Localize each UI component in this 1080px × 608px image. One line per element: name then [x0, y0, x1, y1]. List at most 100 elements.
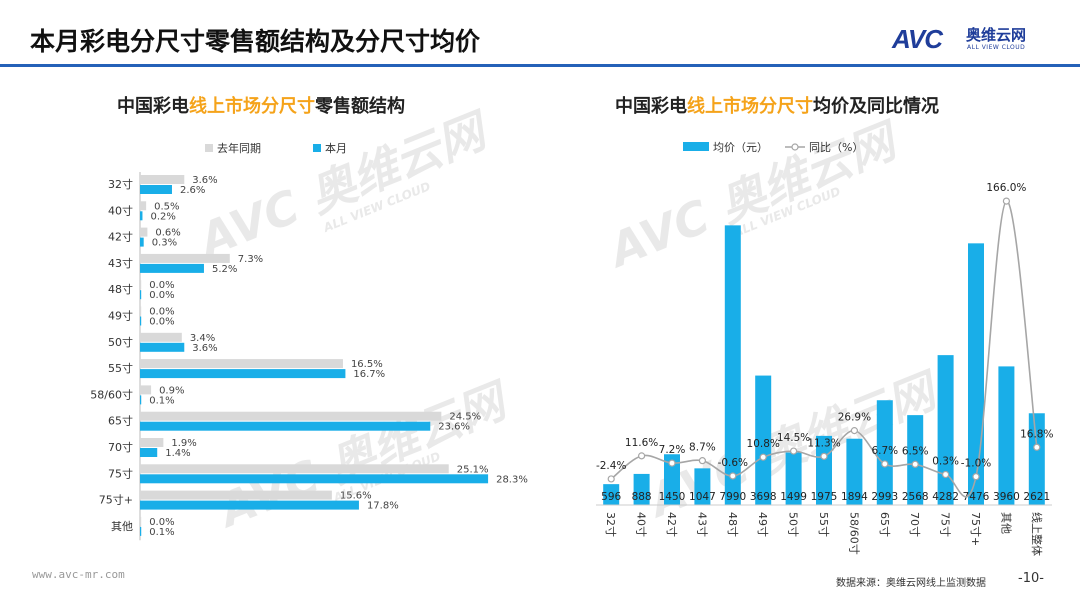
footer-url: www.avc-mr.com — [32, 568, 125, 581]
data-label-cur: 0.0% — [149, 290, 174, 301]
yoy-label: 166.0% — [986, 182, 1026, 194]
data-label-prev: 0.0% — [149, 280, 174, 291]
yoy-marker — [607, 475, 615, 483]
bar-value-label: 888 — [632, 491, 652, 503]
yoy-label: 14.5% — [777, 432, 810, 444]
yoy-marker — [637, 452, 646, 460]
data-label-prev: 0.0% — [149, 517, 174, 528]
yoy-label: -0.6% — [718, 457, 748, 469]
category-label: 32寸 — [604, 512, 618, 537]
data-label-cur: 17.8% — [367, 501, 399, 512]
category-label: 40寸 — [108, 203, 133, 217]
bar-prev — [140, 201, 147, 211]
category-label: 70寸 — [908, 512, 922, 537]
bar-prev — [140, 490, 332, 500]
bar-value-label: 1047 — [689, 491, 716, 503]
data-label-prev: 24.5% — [449, 412, 481, 423]
bar-value-label: 2568 — [902, 491, 929, 503]
bar-prev — [140, 464, 449, 474]
bar-cur — [140, 237, 144, 247]
category-label: 55寸 — [817, 512, 831, 537]
bar-price — [846, 438, 863, 505]
yoy-marker — [1002, 197, 1011, 205]
data-label-cur: 23.6% — [438, 422, 470, 433]
yoy-marker — [1033, 443, 1041, 451]
category-label: 49寸 — [756, 512, 770, 537]
data-label-cur: 16.7% — [353, 369, 385, 380]
bar-price — [755, 375, 772, 505]
yoy-label: 10.8% — [747, 438, 780, 450]
page-title: 本月彩电分尺寸零售额结构及分尺寸均价 — [30, 27, 481, 56]
bar-cur — [140, 500, 359, 510]
bar-price — [907, 415, 924, 505]
category-label: 75寸 — [108, 466, 133, 480]
category-label: 58/60寸 — [90, 387, 133, 401]
bar-price — [785, 452, 802, 505]
bar-value-label: 596 — [601, 491, 621, 503]
header-rule — [0, 64, 1080, 67]
category-label: 50寸 — [787, 512, 801, 537]
data-label-prev: 15.6% — [340, 491, 372, 502]
legend-label-prev: 去年同期 — [217, 141, 261, 155]
data-label-cur: 0.3% — [152, 238, 177, 249]
yoy-label: 26.9% — [838, 412, 871, 424]
category-label: 65寸 — [108, 414, 133, 428]
yoy-label: 6.5% — [902, 445, 929, 457]
yoy-marker — [668, 459, 676, 467]
category-label: 42寸 — [665, 512, 679, 537]
logo-cn-text: 奥维云网 — [966, 26, 1027, 44]
bar-cur — [140, 290, 142, 300]
data-label-cur: 0.2% — [150, 211, 175, 222]
bar-value-label: 1894 — [841, 491, 868, 503]
bar-prev — [140, 227, 148, 237]
data-label-cur: 0.1% — [149, 527, 174, 538]
category-label: 49寸 — [108, 309, 133, 323]
data-label-prev: 3.4% — [190, 333, 215, 344]
right-chart-title: 中国彩电线上市场分尺寸均价及同比情况 — [615, 96, 939, 117]
bar-prev — [140, 411, 442, 421]
category-label: 其他 — [999, 512, 1012, 534]
bar-value-label: 3960 — [993, 491, 1020, 503]
data-label-prev: 7.3% — [238, 254, 263, 265]
yoy-label: 0.3% — [932, 456, 959, 468]
category-label: 43寸 — [108, 256, 133, 270]
bar-cur — [140, 263, 204, 273]
data-label-prev: 0.6% — [155, 228, 180, 239]
data-label-prev: 3.6% — [192, 175, 217, 186]
category-label: 58/60寸 — [847, 512, 861, 555]
category-label: 75寸+ — [99, 493, 133, 507]
bar-prev — [140, 385, 152, 395]
yoy-label: 11.6% — [625, 437, 658, 449]
bar-cur — [140, 369, 346, 379]
data-label-cur: 0.0% — [149, 317, 174, 328]
logo-en-text: ALL VIEW CLOUD — [967, 44, 1026, 51]
legend-label-line: 同比（%） — [809, 141, 863, 154]
data-label-cur: 28.3% — [496, 474, 528, 485]
yoy-label: -2.4% — [596, 460, 626, 472]
page-number: -10- — [1018, 571, 1044, 586]
category-label: 50寸 — [108, 335, 133, 349]
legend-label-bar: 均价（元） — [713, 141, 768, 154]
yoy-label: 11.3% — [807, 437, 840, 449]
legend-swatch-cur — [313, 144, 321, 152]
bar-cur — [140, 526, 142, 536]
bar-cur — [140, 316, 142, 326]
bar-value-label: 1450 — [659, 491, 686, 503]
bar-prev — [140, 332, 182, 342]
bar-cur — [140, 448, 158, 457]
bar-cur — [140, 474, 489, 484]
category-label: 43寸 — [695, 512, 709, 537]
left-chart-title: 中国彩电线上市场分尺寸零售额结构 — [117, 96, 405, 117]
bar-value-label: 1975 — [811, 491, 838, 503]
bar-price — [694, 468, 711, 505]
bar-price — [603, 484, 620, 505]
data-label-prev: 25.1% — [457, 464, 489, 475]
logo-brand-text: AVC — [892, 24, 943, 54]
category-label: 75寸 — [939, 512, 953, 537]
footer-source: 数据来源：奥维云网线上监测数据 — [836, 578, 986, 589]
yoy-label: 6.7% — [871, 445, 898, 457]
bar-price — [633, 473, 650, 505]
bar-price — [937, 355, 954, 505]
bar-price — [724, 225, 741, 505]
